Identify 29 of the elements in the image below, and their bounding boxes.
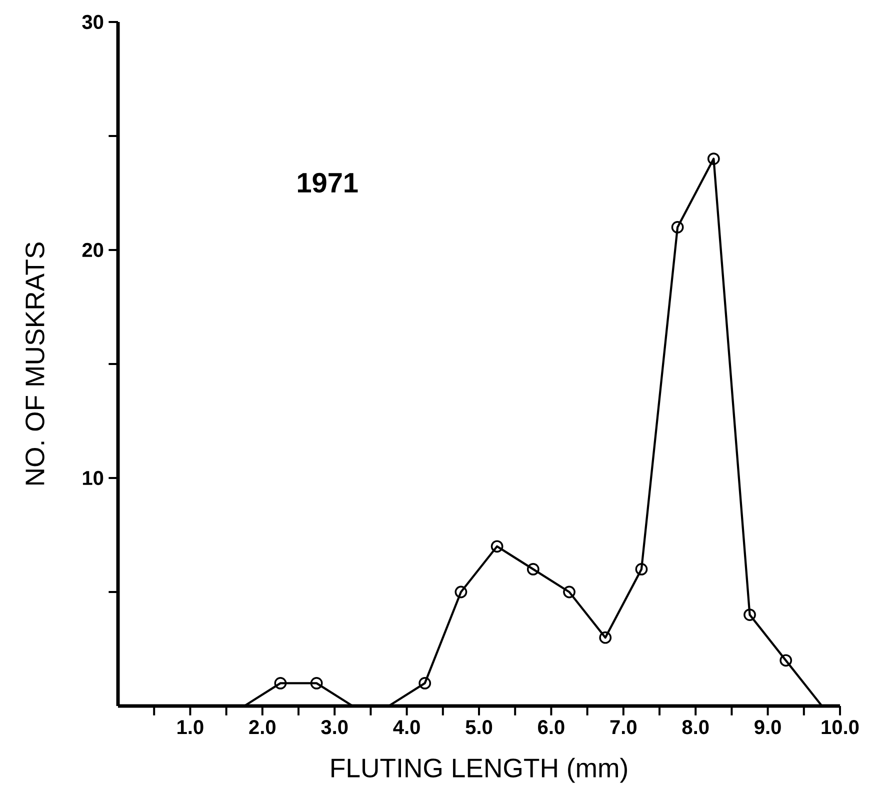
point <box>563 586 576 598</box>
y-tick-label: 10 <box>82 470 104 486</box>
point <box>310 677 323 690</box>
point <box>274 677 287 690</box>
x-tick-label: 1.0 <box>178 720 204 734</box>
point <box>635 562 648 576</box>
x-tick-label: 2.0 <box>249 720 276 734</box>
point <box>418 677 432 690</box>
x-tick-label: 10.0 <box>822 720 859 734</box>
y-tick-label: 30 <box>82 14 104 30</box>
point <box>744 608 756 621</box>
x-tick-label: 8.0 <box>682 720 709 734</box>
x-tick-label: 5.0 <box>466 720 492 734</box>
point <box>780 654 792 667</box>
x-tick-label: 6.0 <box>538 720 564 734</box>
x-tick-label: 9.0 <box>754 720 781 734</box>
point <box>454 586 468 598</box>
point <box>671 220 684 234</box>
point <box>707 152 720 166</box>
point <box>526 562 540 576</box>
x-tick-label: 3.0 <box>321 720 348 734</box>
y-axis-title: NO. OF MUSKRATS <box>26 242 44 485</box>
x-tick-label: 7.0 <box>610 720 636 734</box>
x-tick-label: 4.0 <box>393 720 420 734</box>
point <box>599 631 612 644</box>
annotation: 1971 <box>298 172 358 193</box>
x-axis-title: FLUTING LENGTH (mm) <box>332 758 627 783</box>
y-tick-label: 20 <box>82 242 104 258</box>
point <box>490 540 504 553</box>
